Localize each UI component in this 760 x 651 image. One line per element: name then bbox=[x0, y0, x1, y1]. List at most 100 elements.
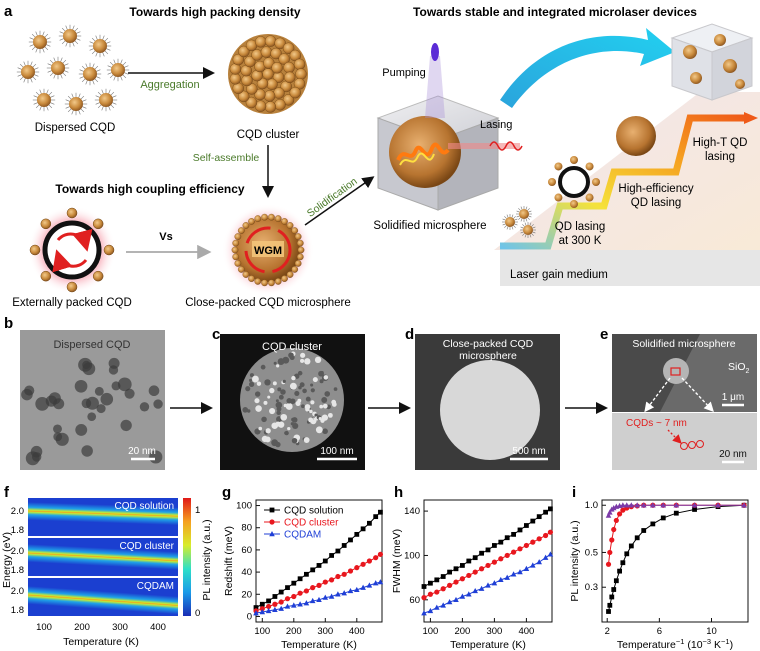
ligand bbox=[95, 35, 98, 40]
panel-a-letter: a bbox=[4, 3, 13, 20]
ligand bbox=[95, 95, 100, 98]
ligand bbox=[85, 63, 88, 68]
data-point bbox=[360, 561, 366, 567]
data-point bbox=[253, 605, 259, 610]
speckle bbox=[315, 426, 323, 434]
ligand bbox=[72, 25, 75, 30]
top-cube bbox=[670, 23, 754, 101]
ligand bbox=[59, 38, 64, 41]
shell-qd bbox=[242, 222, 250, 229]
speckle bbox=[258, 426, 263, 431]
speckle bbox=[276, 410, 281, 416]
ligand bbox=[97, 104, 102, 109]
shell-qd bbox=[232, 253, 240, 261]
ligand bbox=[30, 78, 33, 83]
shell-qd bbox=[296, 239, 304, 247]
ligand bbox=[518, 208, 521, 211]
quantum-dot bbox=[94, 88, 118, 112]
ligand bbox=[32, 76, 37, 81]
ligand bbox=[42, 31, 45, 36]
qd-core bbox=[505, 217, 515, 227]
speckle bbox=[319, 379, 324, 384]
sem-microsphere-ball bbox=[440, 360, 540, 460]
speckle bbox=[322, 428, 328, 435]
data-point bbox=[372, 580, 379, 586]
x-tick-label: 6 bbox=[657, 626, 662, 637]
panel-g-letter: g bbox=[222, 484, 231, 501]
qd-core bbox=[83, 67, 97, 81]
ligand bbox=[65, 25, 68, 30]
data-point bbox=[291, 602, 297, 608]
quantum-dot bbox=[106, 58, 130, 82]
speckle bbox=[324, 391, 331, 397]
ligand bbox=[79, 69, 84, 72]
data-point bbox=[607, 602, 613, 608]
cqd-mark-2 bbox=[688, 441, 696, 449]
data-point bbox=[259, 606, 265, 612]
ligand bbox=[61, 27, 66, 32]
quantum-dot bbox=[46, 56, 70, 80]
data-point bbox=[504, 574, 510, 580]
data-point bbox=[259, 609, 266, 615]
x-tick-label: 300 bbox=[317, 626, 333, 637]
panel-b: b Dispersed CQD 20 nm bbox=[4, 315, 165, 470]
ligand bbox=[35, 104, 40, 109]
scale-label-e-top: 1 μm bbox=[722, 392, 744, 403]
gain-medium-base bbox=[500, 250, 760, 286]
ligand bbox=[65, 42, 68, 47]
ligand bbox=[67, 108, 72, 113]
speckle bbox=[294, 390, 300, 396]
ligand bbox=[23, 78, 26, 83]
scale-label-c: 100 nm bbox=[320, 446, 353, 457]
microsphere-qd-shell bbox=[231, 213, 305, 287]
data-point bbox=[547, 551, 554, 557]
label-close-packed-microsphere: Close-packed CQD microsphere bbox=[185, 297, 351, 309]
data-point bbox=[605, 561, 612, 567]
data-point bbox=[329, 553, 334, 558]
data-point bbox=[498, 556, 504, 562]
colorbar-tick-0: 0 bbox=[195, 608, 200, 619]
cluster-qd bbox=[246, 83, 258, 95]
heatmap-xtick: 200 bbox=[74, 622, 90, 633]
ligand bbox=[19, 76, 24, 81]
plot-frame bbox=[601, 499, 749, 623]
pump-beam bbox=[425, 56, 445, 118]
external-qd bbox=[29, 244, 41, 256]
speckle bbox=[254, 398, 260, 404]
ligand bbox=[34, 67, 39, 70]
data-point bbox=[543, 532, 549, 539]
legend-label: CQDAM bbox=[284, 530, 321, 541]
sem-solidified-sphere bbox=[663, 358, 689, 384]
tem-particle bbox=[108, 365, 119, 375]
external-qd bbox=[40, 218, 52, 230]
data-point bbox=[620, 502, 626, 508]
data-point bbox=[548, 506, 553, 512]
ligand bbox=[29, 44, 34, 47]
label-externally-packed: Externally packed CQD bbox=[12, 297, 132, 309]
ligand bbox=[520, 231, 524, 234]
data-point bbox=[428, 580, 433, 586]
f-xlabel: Temperature (K) bbox=[63, 636, 139, 648]
ligand bbox=[64, 63, 69, 66]
x-tick-label: 2 bbox=[605, 626, 610, 637]
tem-particle bbox=[148, 385, 160, 397]
heatmap-band bbox=[28, 586, 178, 615]
panel-h: h 100 200 300 400 60 100 140 FWHM (meV) Temperat… bbox=[391, 484, 554, 651]
qd-core bbox=[523, 225, 533, 235]
speckle bbox=[323, 375, 329, 380]
ligand bbox=[520, 226, 524, 229]
ligand bbox=[44, 46, 49, 51]
ligand bbox=[60, 57, 63, 62]
data-point bbox=[479, 550, 484, 556]
ligand bbox=[91, 50, 96, 55]
shell-qd bbox=[242, 271, 250, 278]
speckle bbox=[290, 422, 294, 426]
ligand bbox=[513, 225, 516, 228]
data-point bbox=[272, 594, 278, 599]
ligand bbox=[39, 106, 42, 111]
speckle bbox=[251, 375, 259, 383]
heatmap-row-label: CQD solution bbox=[115, 501, 174, 512]
shell-qd bbox=[286, 222, 294, 229]
data-point bbox=[322, 558, 328, 564]
data-point bbox=[617, 568, 622, 574]
